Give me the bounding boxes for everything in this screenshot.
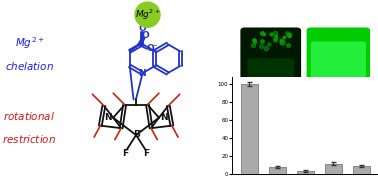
FancyBboxPatch shape <box>247 58 294 97</box>
FancyBboxPatch shape <box>311 41 366 95</box>
Text: $\it{Mg}^{2+}$: $\it{Mg}^{2+}$ <box>15 35 44 51</box>
FancyBboxPatch shape <box>240 27 301 98</box>
Bar <box>353 166 370 174</box>
Text: B: B <box>133 130 139 139</box>
Bar <box>325 164 342 174</box>
Text: −: − <box>270 7 280 20</box>
Bar <box>297 171 314 174</box>
Text: $^-$: $^-$ <box>151 42 158 51</box>
FancyBboxPatch shape <box>307 27 370 98</box>
Text: N: N <box>105 113 112 122</box>
Text: $\it{chelation}$: $\it{chelation}$ <box>5 60 54 72</box>
Bar <box>269 167 286 174</box>
Text: O: O <box>146 44 154 53</box>
Text: O: O <box>138 24 146 33</box>
Text: $^-$: $^-$ <box>136 127 143 136</box>
Text: O: O <box>142 31 150 40</box>
Text: F: F <box>122 149 129 158</box>
Text: N: N <box>160 113 167 122</box>
Text: $Mg^{2+}$: $Mg^{2+}$ <box>135 7 160 22</box>
Text: $\it{rotational}$: $\it{rotational}$ <box>3 110 55 122</box>
Text: +: + <box>330 7 341 20</box>
Text: $\it{restriction}$: $\it{restriction}$ <box>2 133 56 145</box>
Circle shape <box>135 2 160 27</box>
Text: N: N <box>138 69 146 78</box>
Bar <box>241 84 258 174</box>
Text: F: F <box>143 149 150 158</box>
